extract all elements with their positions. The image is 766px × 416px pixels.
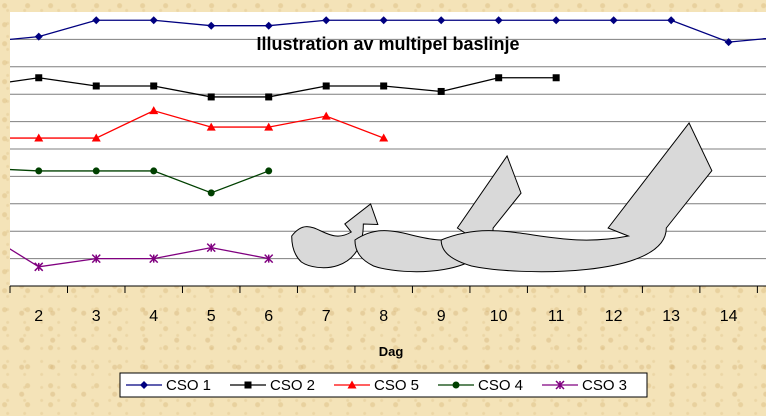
data-point xyxy=(207,189,215,197)
legend-label: CSO 1 xyxy=(166,377,211,394)
data-point xyxy=(34,133,44,142)
data-point xyxy=(347,380,357,389)
x-axis-label: Dag xyxy=(379,344,404,359)
data-point xyxy=(150,167,158,175)
series-cso-4 xyxy=(10,167,273,197)
data-point xyxy=(322,16,331,25)
data-point xyxy=(34,32,43,41)
data-point xyxy=(321,111,331,120)
x-tick-label: 3 xyxy=(92,308,101,325)
x-tick-label: 2 xyxy=(34,308,43,325)
legend-label: CSO 5 xyxy=(374,377,419,394)
data-point xyxy=(35,74,43,82)
chart-title: Illustration av multipel baslinje xyxy=(256,34,519,54)
x-tick-label: 5 xyxy=(207,308,216,325)
data-point xyxy=(452,381,460,389)
legend-item: CSO 4 xyxy=(438,377,523,394)
x-tick-label: 11 xyxy=(548,308,565,325)
data-point xyxy=(265,167,273,175)
series-line xyxy=(10,168,269,194)
data-point xyxy=(495,74,503,82)
legend-label: CSO 2 xyxy=(270,377,315,394)
data-point xyxy=(264,122,274,131)
data-point xyxy=(35,167,43,175)
x-tick-label: 9 xyxy=(437,308,446,325)
x-tick-label: 10 xyxy=(490,308,508,325)
data-point xyxy=(555,380,565,390)
data-point xyxy=(207,93,215,101)
legend-item: CSO 2 xyxy=(230,377,315,394)
data-point xyxy=(207,21,216,30)
series-line xyxy=(10,246,269,268)
series-cso-3 xyxy=(10,243,274,272)
data-point xyxy=(265,93,273,101)
x-tick-label: 14 xyxy=(720,308,738,325)
x-tick-label: 6 xyxy=(264,308,273,325)
data-point xyxy=(150,82,158,90)
data-point xyxy=(149,106,159,115)
x-tick-label: 8 xyxy=(379,308,388,325)
data-point xyxy=(437,16,446,25)
x-tick-label: 7 xyxy=(322,308,331,325)
data-point xyxy=(379,133,389,142)
arrows-layer xyxy=(291,122,713,273)
data-point xyxy=(264,254,274,264)
series-cso-2 xyxy=(10,74,560,101)
data-point xyxy=(437,87,445,95)
series-layer xyxy=(10,16,766,272)
data-point xyxy=(92,167,100,175)
x-tick-label: 12 xyxy=(605,308,623,325)
curved-arrow xyxy=(440,122,713,273)
data-point xyxy=(92,16,101,25)
data-point xyxy=(140,381,148,389)
legend-label: CSO 4 xyxy=(478,377,523,394)
data-point xyxy=(322,82,330,90)
data-point xyxy=(92,82,100,90)
data-point xyxy=(609,16,618,25)
data-point xyxy=(206,122,216,131)
legend-item: CSO 3 xyxy=(542,377,627,394)
x-tick-label: 13 xyxy=(662,308,680,325)
legend: CSO 1 CSO 2 CSO 5 CSO 4 CSO 3 xyxy=(119,372,648,398)
data-point xyxy=(91,133,101,142)
data-point xyxy=(149,16,158,25)
data-point xyxy=(552,16,561,25)
data-point xyxy=(149,254,159,264)
series-cso-1 xyxy=(10,16,766,47)
data-point xyxy=(206,243,216,253)
legend-label: CSO 3 xyxy=(582,377,627,394)
data-point xyxy=(552,74,560,82)
data-point xyxy=(667,16,676,25)
legend-item: CSO 1 xyxy=(126,377,211,394)
data-point xyxy=(379,16,388,25)
data-point xyxy=(264,21,273,30)
data-point xyxy=(244,381,252,389)
data-point xyxy=(494,16,503,25)
legend-item: CSO 5 xyxy=(334,377,419,394)
series-cso-5 xyxy=(10,106,389,142)
x-axis: 2 3 4 5 6 7 8 9 10 11 12 13 14 xyxy=(9,285,766,325)
data-point xyxy=(91,254,101,264)
x-tick-label: 4 xyxy=(149,308,158,325)
data-point xyxy=(34,262,44,272)
data-point xyxy=(724,38,733,47)
series-line xyxy=(10,109,384,139)
data-point xyxy=(380,82,388,90)
